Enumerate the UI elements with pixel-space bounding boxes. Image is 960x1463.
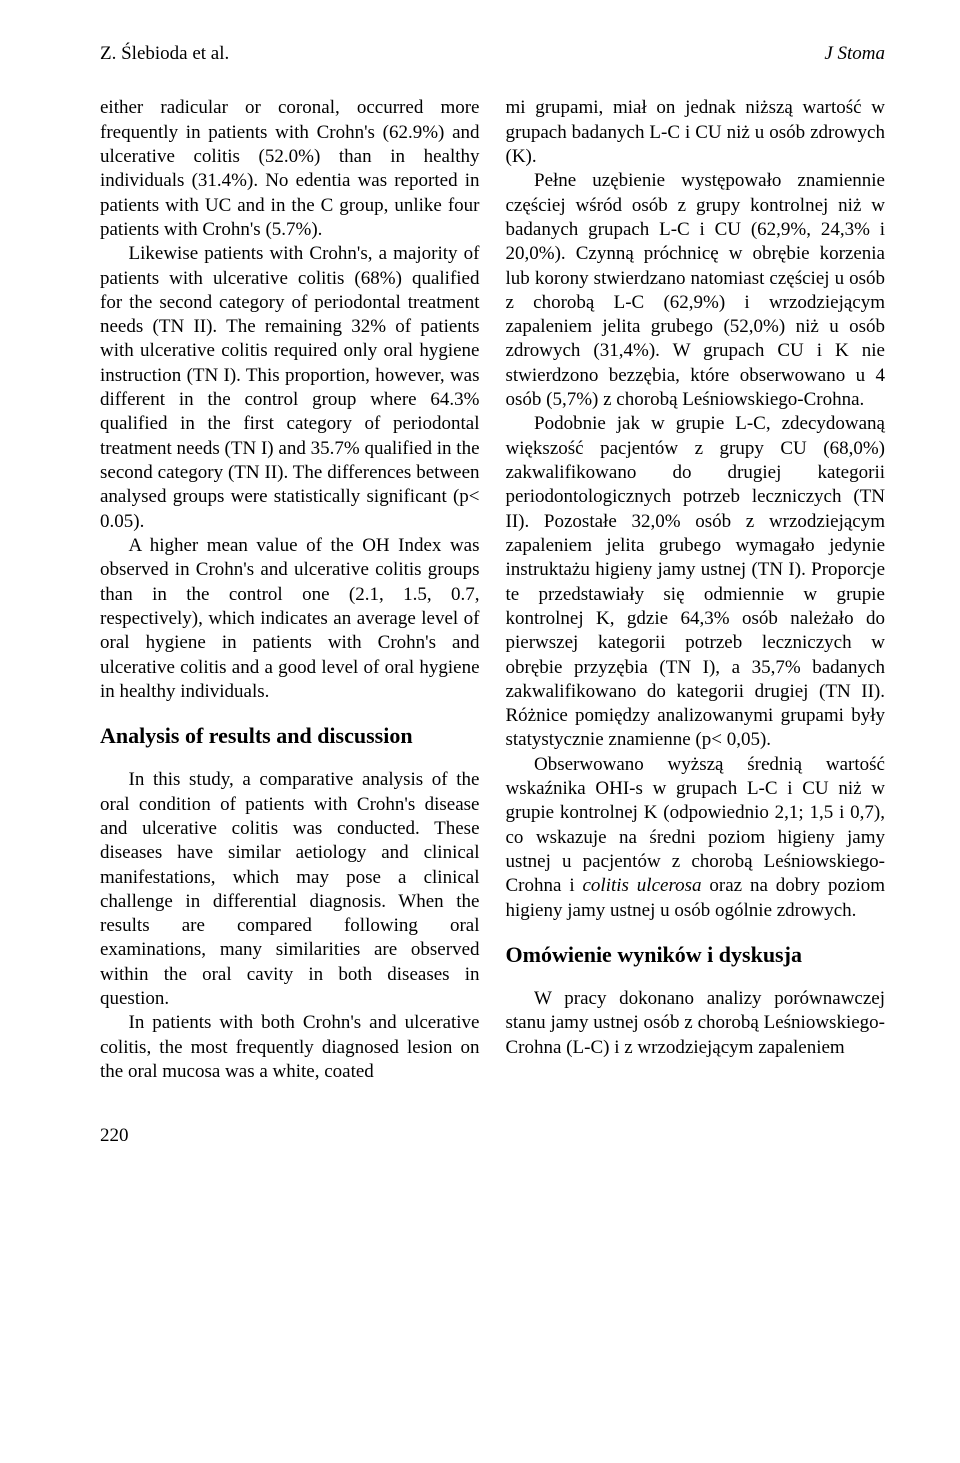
body-paragraph: W pracy dokonano analizy porównawczej st… (506, 987, 886, 1060)
body-paragraph: Pełne uzębienie występowało znamiennie c… (506, 169, 886, 412)
body-paragraph: mi grupami, miał on jednak niższą wartoś… (506, 96, 886, 169)
body-paragraph: either radicular or coronal, occurred mo… (100, 96, 480, 242)
section-heading: Analysis of results and discussion (100, 722, 480, 750)
left-column: either radicular or coronal, occurred mo… (100, 96, 480, 1084)
body-paragraph: Obserwowano wyższą średnią wartość wskaź… (506, 753, 886, 923)
right-column: mi grupami, miał on jednak niższą wartoś… (506, 96, 886, 1084)
page-number: 220 (100, 1124, 885, 1148)
body-paragraph: In patients with both Crohn's and ulcera… (100, 1011, 480, 1084)
header-journal: J Stoma (824, 42, 885, 66)
body-paragraph: A higher mean value of the OH Index was … (100, 534, 480, 704)
two-column-body: either radicular or coronal, occurred mo… (100, 96, 885, 1084)
section-heading: Omówienie wyników i dyskusja (506, 941, 886, 969)
running-header: Z. Ślebioda et al. J Stoma (100, 42, 885, 66)
body-paragraph: Likewise patients with Crohn's, a majori… (100, 242, 480, 534)
header-authors: Z. Ślebioda et al. (100, 42, 229, 66)
body-paragraph: In this study, a comparative analysis of… (100, 768, 480, 1011)
body-paragraph: Podobnie jak w grupie L-C, zdecydowaną w… (506, 412, 886, 752)
